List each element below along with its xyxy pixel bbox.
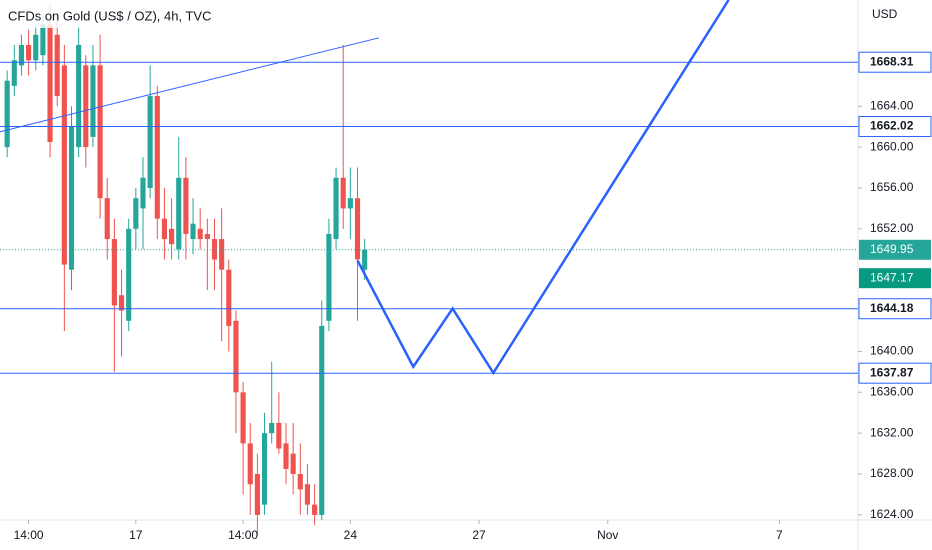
level-tag-label: 1668.31 xyxy=(870,54,914,68)
candle-body xyxy=(204,233,210,240)
candle-body xyxy=(118,295,125,311)
candle-body xyxy=(68,126,75,270)
level-tag-label: 1644.18 xyxy=(870,301,914,315)
candle-body xyxy=(76,44,82,148)
candle-body xyxy=(26,44,32,61)
candle-body xyxy=(333,177,339,240)
candle-body xyxy=(190,223,196,240)
level-tag-label: 1662.02 xyxy=(870,119,914,133)
candle-body xyxy=(18,44,25,66)
candle-body xyxy=(104,198,110,240)
candle-body xyxy=(233,320,239,393)
candle-body xyxy=(47,24,53,143)
candle-body xyxy=(33,34,39,61)
candle-body xyxy=(354,198,361,260)
candle-body xyxy=(290,453,296,475)
candle-body xyxy=(161,218,168,240)
y-tick-label: 1636.00 xyxy=(870,384,914,398)
candle-body xyxy=(226,269,232,326)
candle-body xyxy=(269,422,275,434)
candle-body xyxy=(276,422,282,449)
candle-body xyxy=(126,228,132,321)
candle-body xyxy=(83,65,89,148)
candle-body xyxy=(176,177,182,250)
y-tick-label: 1628.00 xyxy=(870,466,914,480)
x-tick-label: 17 xyxy=(129,528,143,542)
x-tick-label: 24 xyxy=(344,528,358,542)
y-tick-label: 1652.00 xyxy=(870,221,914,235)
level-tag xyxy=(858,298,932,320)
level-tag xyxy=(858,362,932,384)
candle-body xyxy=(4,80,10,148)
y-axis-label: USD xyxy=(872,7,898,21)
y-tick-label: 1640.00 xyxy=(870,344,914,358)
candle-body xyxy=(304,484,311,505)
last-price-label: 1649.95 xyxy=(870,242,914,256)
trendline xyxy=(0,37,380,133)
level-tag-label: 1637.87 xyxy=(870,365,914,379)
x-tick-label: 7 xyxy=(776,528,783,542)
candle-body xyxy=(154,96,160,219)
candle-body xyxy=(197,228,203,240)
candle-body xyxy=(247,443,253,485)
title-bg xyxy=(0,4,230,28)
level-tag xyxy=(858,51,932,73)
y-tick-label: 1632.00 xyxy=(870,425,914,439)
candle-body xyxy=(140,177,146,209)
candle-body xyxy=(147,96,153,188)
price-tag-label: 1647.17 xyxy=(870,270,914,284)
candle-body xyxy=(261,433,268,505)
candle-body xyxy=(297,474,303,490)
x-tick-label: 14:00 xyxy=(228,528,258,542)
candle-body xyxy=(254,474,260,515)
projection-path xyxy=(356,0,730,376)
y-tick-label: 1660.00 xyxy=(870,139,914,153)
y-tick-label: 1664.00 xyxy=(870,98,914,112)
candle-body xyxy=(90,65,96,137)
candle-body xyxy=(211,239,218,260)
candle-body xyxy=(312,504,318,515)
candle-body xyxy=(347,198,353,209)
level-tag xyxy=(858,115,932,137)
x-tick-label: 14:00 xyxy=(14,528,44,542)
y-tick-label: 1624.00 xyxy=(870,507,914,521)
candle-body xyxy=(219,239,225,270)
candle-body xyxy=(54,34,60,97)
price-tag xyxy=(859,268,931,289)
y-tick-label: 1656.00 xyxy=(870,180,914,194)
candle-body xyxy=(283,443,289,469)
candle-body xyxy=(362,249,368,270)
candle-body xyxy=(319,325,325,515)
candle-body xyxy=(240,392,246,444)
plot xyxy=(0,0,858,536)
candle-body xyxy=(11,60,17,86)
candle-body xyxy=(183,177,189,234)
candle-body xyxy=(40,24,46,56)
x-tick-label: 27 xyxy=(472,528,486,542)
candle-body xyxy=(61,65,67,265)
x-tick-label: Nov xyxy=(597,528,618,542)
candle-body xyxy=(97,65,103,199)
last-price-tag xyxy=(859,239,931,260)
candle-body xyxy=(340,177,346,209)
candle-body xyxy=(111,239,117,306)
candle-body xyxy=(326,233,332,321)
candle-body xyxy=(169,228,175,245)
chart-title: CFDs on Gold (US$ / OZ), 4h, TVC xyxy=(8,8,211,23)
candle-body xyxy=(133,198,139,229)
